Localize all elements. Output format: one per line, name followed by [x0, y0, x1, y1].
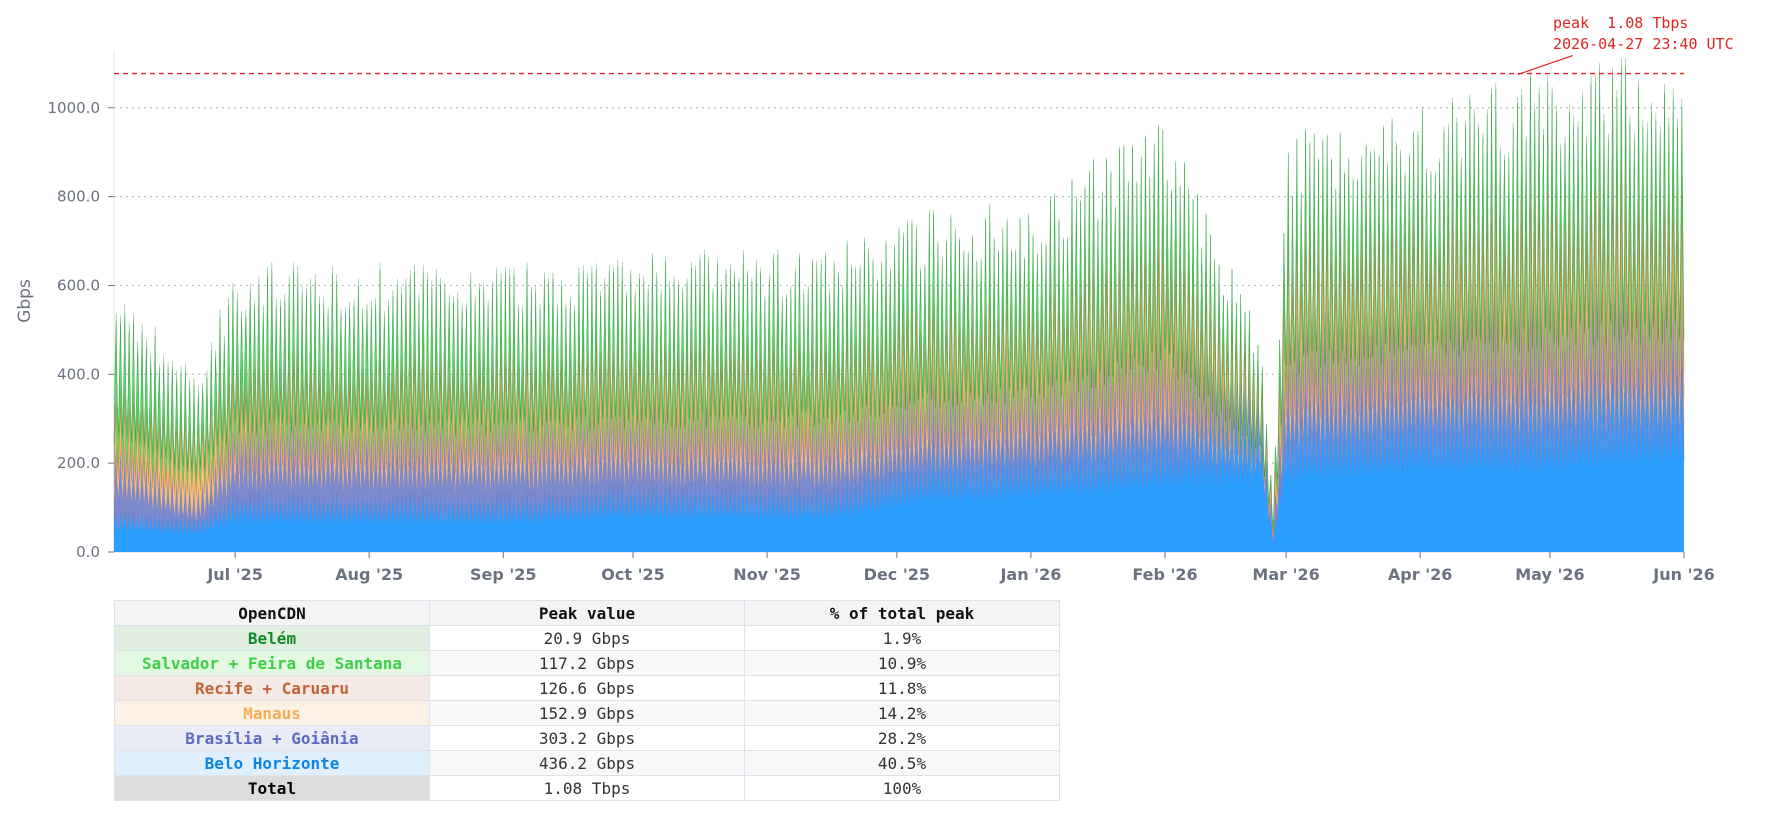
y-tick-label: 400.0	[57, 365, 100, 383]
traffic-chart-svg: 0.0 200.0 400.0 600.0 800.0 1000.0 Gbps Jul '25…	[15, 14, 1734, 584]
peak-annotation-time: 2026-04-27 23:40 UTC	[1553, 35, 1734, 53]
x-tick-label: Aug '25	[335, 565, 403, 584]
peak-summary-table: OpenCDN Peak value % of total peak Belém…	[114, 600, 1060, 801]
y-tick-label: 1000.0	[48, 99, 101, 117]
peak-annotation-value: peak 1.08 Tbps	[1553, 14, 1688, 32]
row-name: Belém	[114, 625, 430, 651]
x-tick-label: Oct '25	[601, 565, 664, 584]
row-peak-value: 436.2 Gbps	[429, 750, 745, 776]
row-name: Recife + Caruaru	[114, 675, 430, 701]
traffic-chart: 0.0 200.0 400.0 600.0 800.0 1000.0 Gbps Jul '25…	[15, 14, 1734, 584]
row-peak-value: 303.2 Gbps	[429, 725, 745, 751]
y-tick-label: 800.0	[57, 188, 100, 206]
row-peak-value: 152.9 Gbps	[429, 700, 745, 726]
row-peak-value: 117.2 Gbps	[429, 650, 745, 676]
row-name: Manaus	[114, 700, 430, 726]
table-row: Manaus 152.9 Gbps 14.2%	[114, 700, 1060, 726]
row-pct: 28.2%	[744, 725, 1060, 751]
table-header-row: OpenCDN Peak value % of total peak	[114, 600, 1060, 626]
x-tick-label: Jul '25	[206, 565, 263, 584]
x-tick-label: Sep '25	[470, 565, 537, 584]
row-pct: 14.2%	[744, 700, 1060, 726]
header-pct-total: % of total peak	[744, 600, 1060, 626]
y-tick-label: 200.0	[57, 454, 100, 472]
row-name: Total	[114, 775, 430, 801]
row-pct: 100%	[744, 775, 1060, 801]
table-row: Total 1.08 Tbps 100%	[114, 775, 1060, 801]
row-peak-value: 126.6 Gbps	[429, 675, 745, 701]
x-tick-label: Apr '26	[1388, 565, 1452, 584]
table-row: Recife + Caruaru 126.6 Gbps 11.8%	[114, 675, 1060, 701]
y-tick-label: 0.0	[76, 543, 100, 561]
row-name: Belo Horizonte	[114, 750, 430, 776]
x-tick-label: Feb '26	[1132, 565, 1197, 584]
table-row: Belo Horizonte 436.2 Gbps 40.5%	[114, 750, 1060, 776]
row-peak-value: 20.9 Gbps	[429, 625, 745, 651]
row-peak-value: 1.08 Tbps	[429, 775, 745, 801]
row-pct: 10.9%	[744, 650, 1060, 676]
header-opencdn: OpenCDN	[114, 600, 430, 626]
row-name: Brasília + Goiânia	[114, 725, 430, 751]
x-tick-label: May '26	[1515, 565, 1584, 584]
y-tick-label: 600.0	[57, 276, 100, 294]
row-pct: 40.5%	[744, 750, 1060, 776]
row-name: Salvador + Feira de Santana	[114, 650, 430, 676]
x-tick-label: Dec '25	[864, 565, 930, 584]
x-tick-label: Jan '26	[999, 565, 1061, 584]
row-pct: 1.9%	[744, 625, 1060, 651]
row-pct: 11.8%	[744, 675, 1060, 701]
header-peak-value: Peak value	[429, 600, 745, 626]
x-tick-label: Mar '26	[1252, 565, 1319, 584]
table-row: Belém 20.9 Gbps 1.9%	[114, 625, 1060, 651]
x-tick-label: Jun '26	[1652, 565, 1714, 584]
x-tick-label: Nov '25	[733, 565, 801, 584]
table-row: Salvador + Feira de Santana 117.2 Gbps 10.…	[114, 650, 1060, 676]
peak-annotation-arrow	[1517, 54, 1573, 76]
y-axis-label: Gbps	[15, 279, 35, 323]
series-area-bel-m	[113, 57, 1685, 530]
table-row: Brasília + Goiânia 303.2 Gbps 28.2%	[114, 725, 1060, 751]
